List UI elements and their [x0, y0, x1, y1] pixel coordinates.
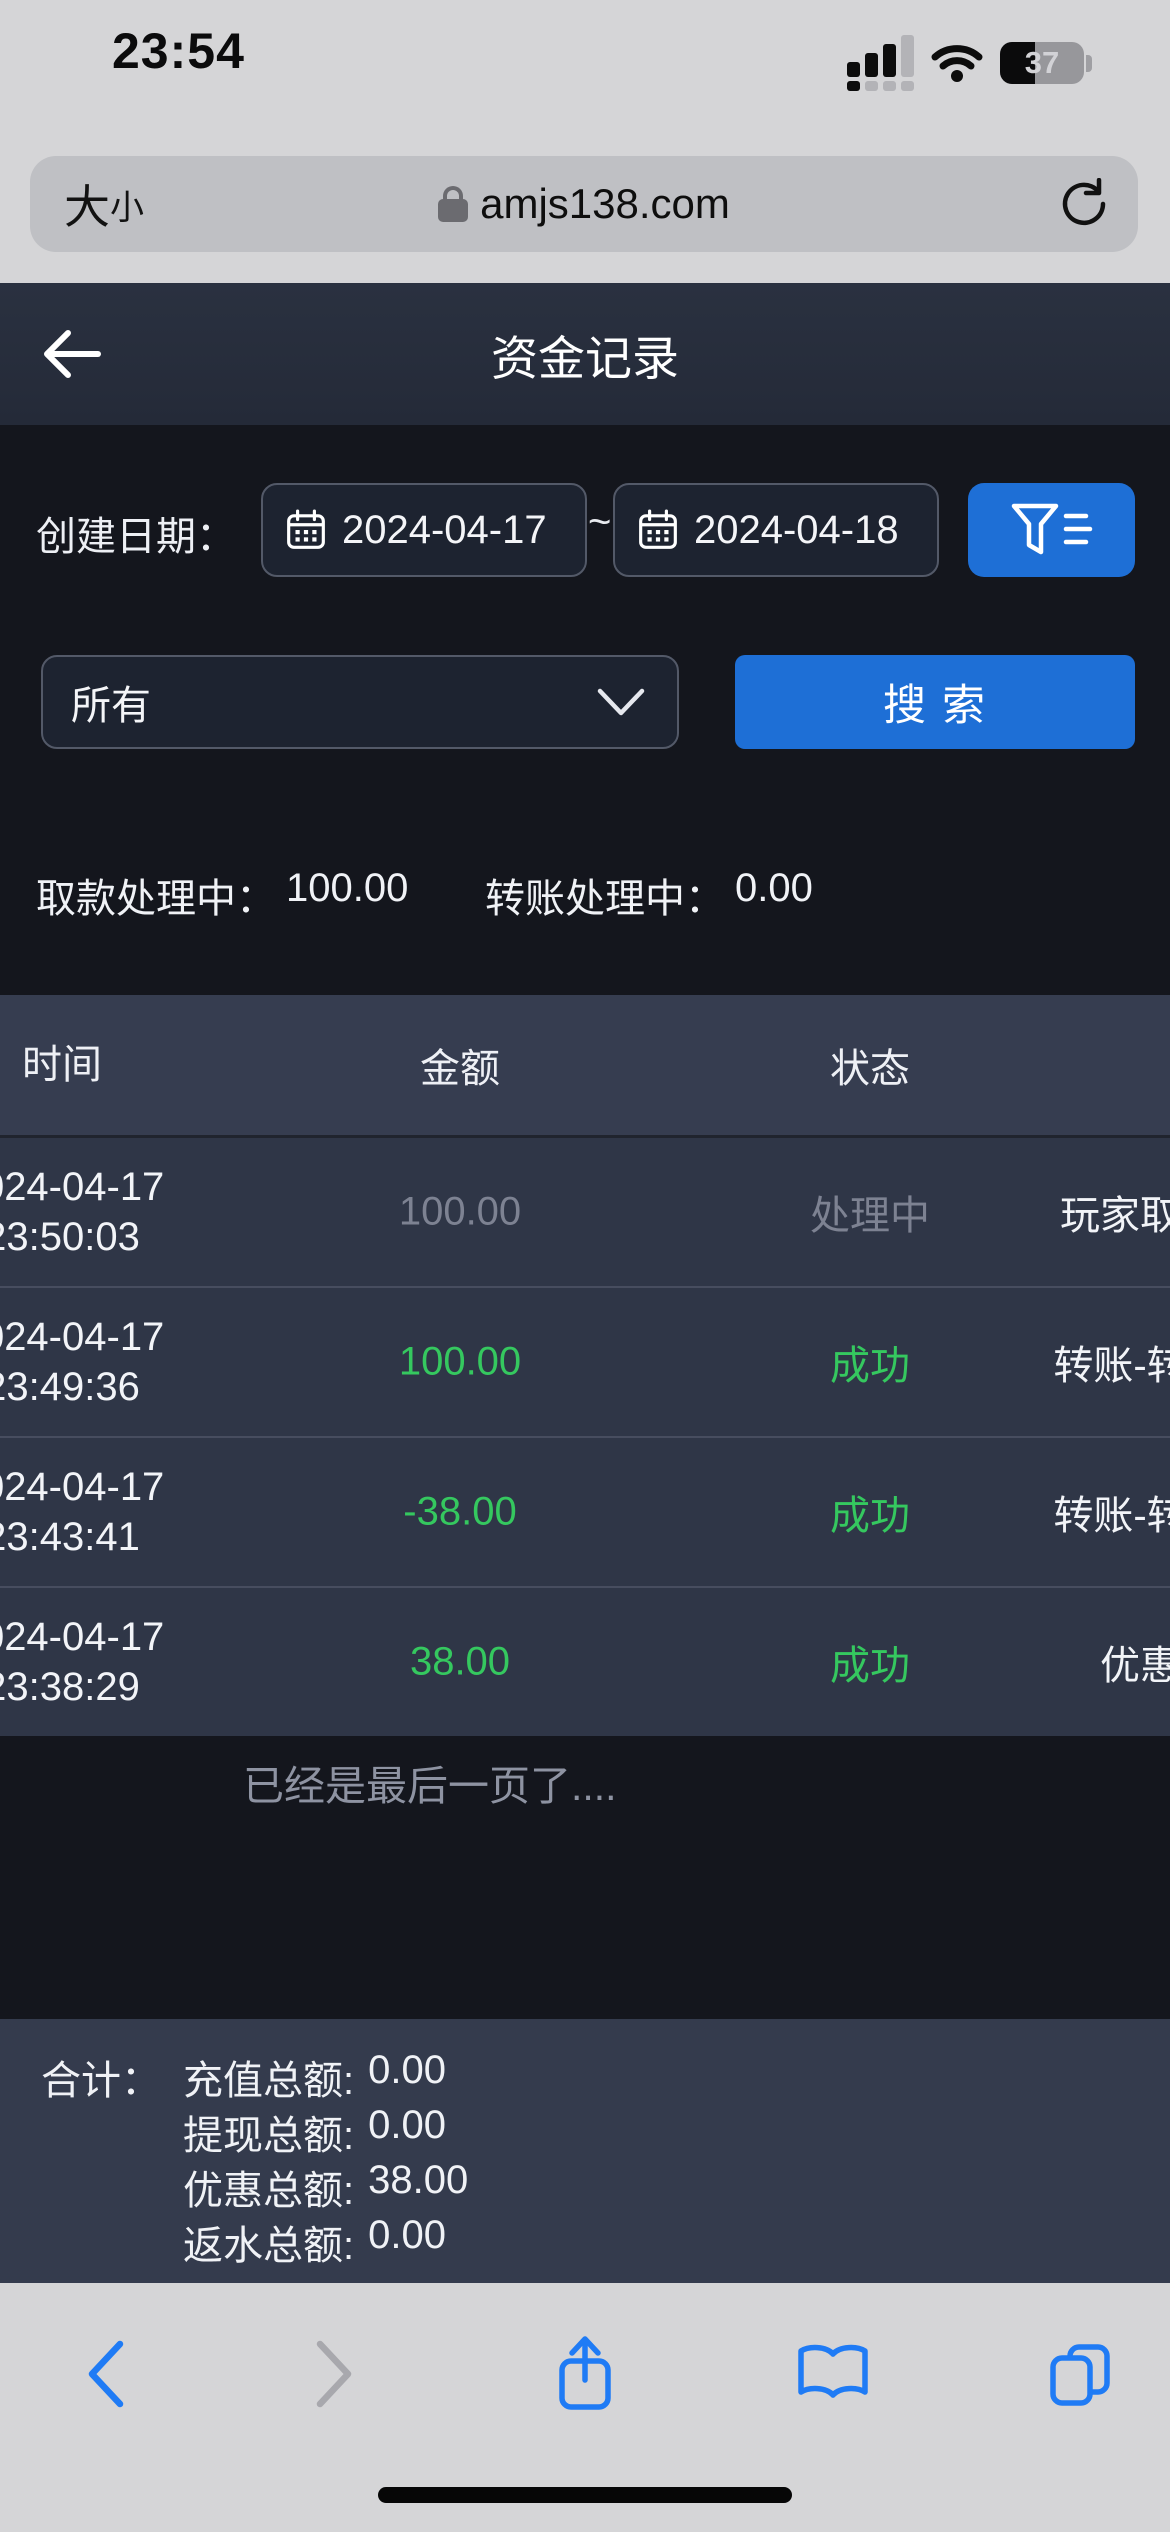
tabs-icon	[1050, 2344, 1110, 2406]
text-size-large-label: 大	[64, 181, 110, 233]
calendar-icon	[287, 509, 325, 549]
row-amount: 100.00	[398, 1339, 522, 1384]
text-size-small-label: 小	[110, 188, 144, 227]
row-amount: 38.00	[409, 1639, 511, 1684]
column-header-status: 状态	[830, 1047, 910, 1091]
withdraw-processing-label: 取款处理中：	[36, 877, 276, 921]
row-status: 成功	[830, 1494, 910, 1538]
date-from-input[interactable]: 2024-04-17	[261, 483, 587, 577]
date-separator: ~	[588, 500, 612, 544]
column-header-time: 时间	[22, 1043, 102, 1087]
battery-icon: 37	[1000, 42, 1092, 84]
lock-icon	[438, 186, 469, 222]
row-type: 转账-转账	[1053, 1344, 1170, 1388]
withdraw-processing: 取款处理中： 100.00	[36, 866, 408, 924]
page-title: 资金记录	[491, 331, 679, 385]
calendar-icon	[639, 509, 677, 549]
transfer-processing: 转账处理中： 0.00	[485, 866, 813, 924]
transfer-processing-label: 转账处理中：	[485, 877, 725, 921]
row-time: 2024-04-17 23:38:29	[0, 1615, 165, 1709]
chevron-down-icon	[597, 688, 645, 716]
transfer-processing-value: 0.00	[735, 866, 813, 910]
summary-deposit-total: 充值总额: 0.00	[183, 2048, 446, 2103]
table-row[interactable]: 2024-04-17 23:43:41 -38.00 成功 转账-转账	[0, 1438, 1170, 1588]
row-type: 转账-转账	[1053, 1494, 1170, 1538]
type-select-value: 所有	[71, 684, 151, 728]
status-time: 23:54	[112, 23, 245, 79]
withdraw-processing-value: 100.00	[286, 866, 409, 910]
battery-percent: 37	[1024, 45, 1060, 80]
table-header: 时间 金额 状态	[0, 995, 1170, 1138]
home-indicator[interactable]	[378, 2487, 792, 2503]
app-header: 资金记录	[0, 283, 1170, 425]
text-size-button[interactable]: 大 小	[64, 156, 144, 252]
row-amount: -38.00	[403, 1489, 517, 1534]
search-button[interactable]: 搜 索	[735, 655, 1135, 749]
row-time: 2024-04-17 23:49:36	[0, 1315, 165, 1409]
funnel-filter-icon	[1011, 503, 1092, 555]
refresh-button[interactable]	[1058, 178, 1110, 230]
browser-back-button[interactable]	[60, 2319, 150, 2429]
back-button[interactable]	[38, 323, 104, 385]
row-status: 成功	[830, 1644, 910, 1688]
row-time: 2024-04-17 23:50:03	[0, 1165, 165, 1259]
cellular-signal-icon	[847, 35, 914, 91]
date-to-input[interactable]: 2024-04-18	[613, 483, 939, 577]
table-row[interactable]: 2024-04-17 23:49:36 100.00 成功 转账-转账	[0, 1288, 1170, 1438]
share-icon	[559, 2336, 611, 2410]
row-type: 玩家取款	[1060, 1194, 1170, 1238]
url-text: amjs138.com	[480, 180, 730, 227]
row-status: 成功	[830, 1344, 910, 1388]
address-bar[interactable]: 大 小 amjs138.com	[30, 156, 1138, 252]
share-button[interactable]	[540, 2319, 630, 2429]
table-row[interactable]: 2024-04-17 23:38:29 38.00 成功 优惠	[0, 1588, 1170, 1736]
date-range-label: 创建日期：	[36, 515, 236, 559]
open-book-icon	[798, 2344, 868, 2398]
chevron-right-icon	[316, 2340, 352, 2408]
chevron-left-icon	[88, 2340, 124, 2408]
summary-rebate-total: 返水总额: 0.00	[183, 2213, 446, 2268]
wifi-icon	[931, 45, 983, 82]
row-time: 2024-04-17 23:43:41	[0, 1465, 165, 1559]
type-select[interactable]: 所有	[41, 655, 679, 749]
date-from-value: 2024-04-17	[342, 507, 547, 552]
table-row[interactable]: 2024-04-17 23:50:03 100.00 处理中 玩家取款	[0, 1138, 1170, 1288]
filter-button[interactable]	[968, 483, 1135, 577]
browser-forward-button[interactable]	[290, 2319, 380, 2429]
end-of-list-message: 已经是最后一页了....	[243, 1763, 617, 1809]
summary-footer: 合计： 充值总额: 0.00 提现总额: 0.00 优惠总额: 38.00 返水总额:…	[0, 2019, 1170, 2283]
row-amount: 100.00	[398, 1189, 522, 1234]
summary-total-label: 合计：	[41, 2059, 161, 2103]
row-type: 优惠	[1100, 1644, 1170, 1688]
summary-withdraw-total: 提现总额: 0.00	[183, 2103, 446, 2158]
column-header-amount: 金额	[420, 1047, 500, 1091]
date-to-value: 2024-04-18	[694, 507, 899, 552]
status-icons: 37	[847, 34, 1092, 92]
records-table[interactable]: 时间 金额 状态 2024-04-17 23:50:03 100.00 处理中 …	[0, 995, 1170, 1737]
summary-promo-total: 优惠总额: 38.00	[183, 2158, 469, 2213]
tabs-button[interactable]	[1035, 2319, 1125, 2429]
row-status: 处理中	[810, 1194, 930, 1238]
safari-top-chrome: 23:54 37 大 小 amjs138.com	[0, 0, 1170, 283]
bookmarks-button[interactable]	[788, 2319, 878, 2429]
